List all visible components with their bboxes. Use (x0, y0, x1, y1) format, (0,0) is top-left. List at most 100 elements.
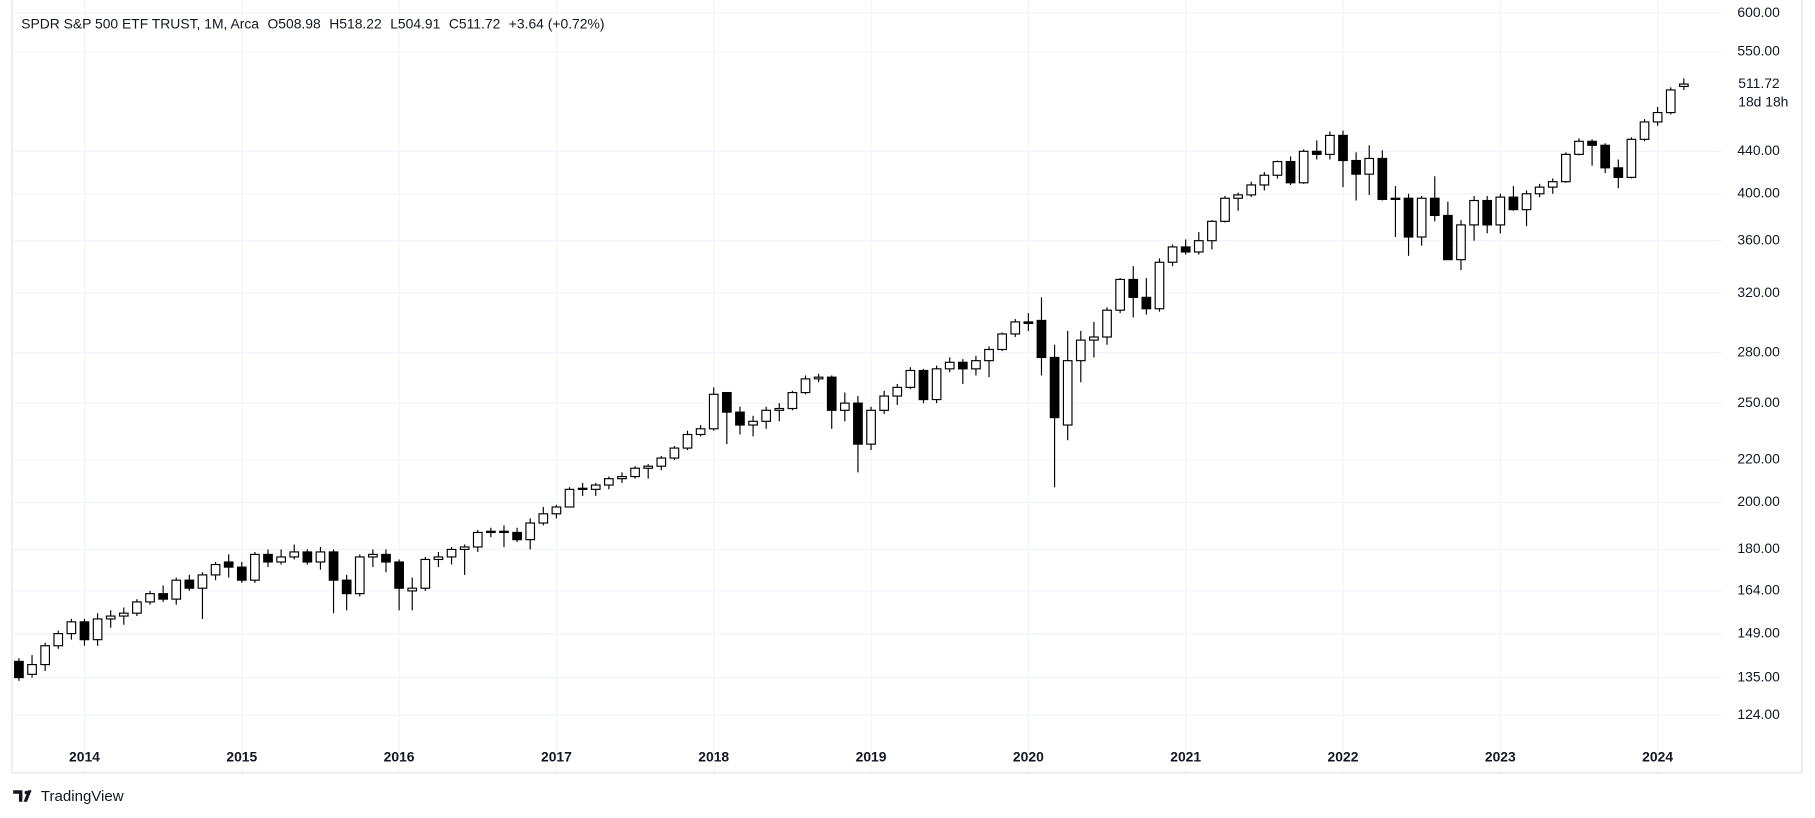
candle-body (1311, 150, 1322, 155)
candle-body (1010, 321, 1021, 335)
candle-body (1207, 220, 1217, 242)
y-tick-label: 124.00 (1737, 706, 1780, 722)
candle-body (1246, 184, 1257, 196)
candle-body (1089, 336, 1099, 341)
candle-body (1062, 360, 1073, 426)
candle-body (1587, 140, 1597, 146)
candle-body (302, 551, 313, 563)
x-tick-label: 2017 (541, 749, 572, 765)
candle-body (1639, 121, 1650, 140)
candle-body (1482, 199, 1493, 226)
candle-body (853, 402, 863, 445)
candle-body (826, 376, 837, 411)
candle-body (512, 531, 522, 541)
candle-body (1456, 224, 1466, 261)
candle-body (787, 391, 798, 410)
brand-logo[interactable]: TradingView (13, 788, 124, 805)
candle-body (748, 420, 758, 426)
ohlc-prefix: C (449, 15, 459, 31)
brand-name: TradingView (41, 788, 124, 805)
candle-body (1351, 159, 1361, 175)
y-tick-label: 280.00 (1737, 343, 1780, 359)
ohlc-prefix: L (390, 15, 398, 31)
ohlc-value: 518.22 (339, 15, 382, 31)
candle-body (721, 391, 732, 413)
candle-body (433, 556, 444, 561)
candle-body (499, 530, 509, 534)
candle-body (1075, 339, 1086, 362)
candle-body (118, 612, 129, 617)
candle-body (27, 664, 37, 675)
ohlc-value: 504.91 (398, 15, 441, 31)
x-tick-label: 2019 (856, 749, 887, 765)
candle-body (1049, 356, 1060, 419)
y-tick-label: 200.00 (1737, 493, 1780, 509)
candle-body (1574, 140, 1584, 155)
candle-body (420, 558, 431, 589)
candle-body (1416, 197, 1427, 238)
symbol-title: SPDR S&P 500 ETF TRUST, 1M, Arca (21, 15, 259, 31)
candle-body (1115, 278, 1125, 311)
candle-body (931, 368, 942, 401)
candle-body (132, 601, 142, 614)
y-tick-label: 440.00 (1737, 142, 1780, 158)
candle-body (551, 506, 562, 515)
candle-body (14, 660, 24, 679)
candle-body (1193, 240, 1204, 253)
y-tick-label: 360.00 (1737, 231, 1780, 247)
candle-body (1403, 197, 1414, 238)
candle-body (813, 376, 824, 380)
candle-body (1338, 134, 1348, 162)
candle-body (315, 551, 326, 563)
candles (14, 78, 1689, 681)
candle-body (1285, 160, 1296, 184)
candle-body (1600, 144, 1611, 169)
candle-body (236, 566, 247, 581)
candle-body (538, 513, 549, 524)
candle-body (1167, 246, 1178, 263)
x-tick-label: 2023 (1485, 749, 1516, 765)
last-price-label: 511.72 (1738, 75, 1780, 91)
candle-body (158, 593, 168, 600)
candle-body (328, 551, 339, 581)
grid (11, 0, 1723, 773)
candle-body (879, 395, 890, 411)
candle-body (682, 433, 693, 449)
candle-body (66, 621, 77, 635)
candle-body (1128, 278, 1139, 298)
brand-icon-dot (24, 790, 29, 795)
candle-body (957, 361, 968, 370)
candle-body (1233, 194, 1243, 199)
candle-body (735, 411, 745, 426)
candle-body (1495, 196, 1506, 226)
candle-body (184, 579, 195, 589)
y-tick-label: 550.00 (1737, 43, 1780, 59)
ohlc-prefix: H (329, 15, 339, 31)
x-tick-label: 2021 (1170, 749, 1201, 765)
candle-body (603, 478, 614, 486)
candle-body (472, 531, 483, 548)
x-tick-label: 2024 (1642, 749, 1673, 765)
candle-body (1220, 197, 1230, 222)
candle-body (1298, 150, 1309, 184)
price-change: +3.64 (+0.72%) (509, 15, 605, 31)
candle-body (105, 615, 116, 620)
candle-body (1390, 197, 1401, 200)
candle-body (145, 593, 155, 603)
candle-body (892, 386, 903, 397)
candle-body (630, 467, 640, 478)
x-tick-label: 2016 (384, 749, 415, 765)
candle-body (53, 633, 64, 647)
candle-body (1534, 186, 1545, 195)
candle-body (866, 409, 876, 445)
y-tick-label: 135.00 (1737, 668, 1780, 684)
candle-body (984, 348, 994, 362)
candle-body (708, 393, 719, 430)
candle-body (643, 465, 654, 469)
candle-body (1180, 246, 1191, 253)
candle-body (79, 621, 90, 641)
